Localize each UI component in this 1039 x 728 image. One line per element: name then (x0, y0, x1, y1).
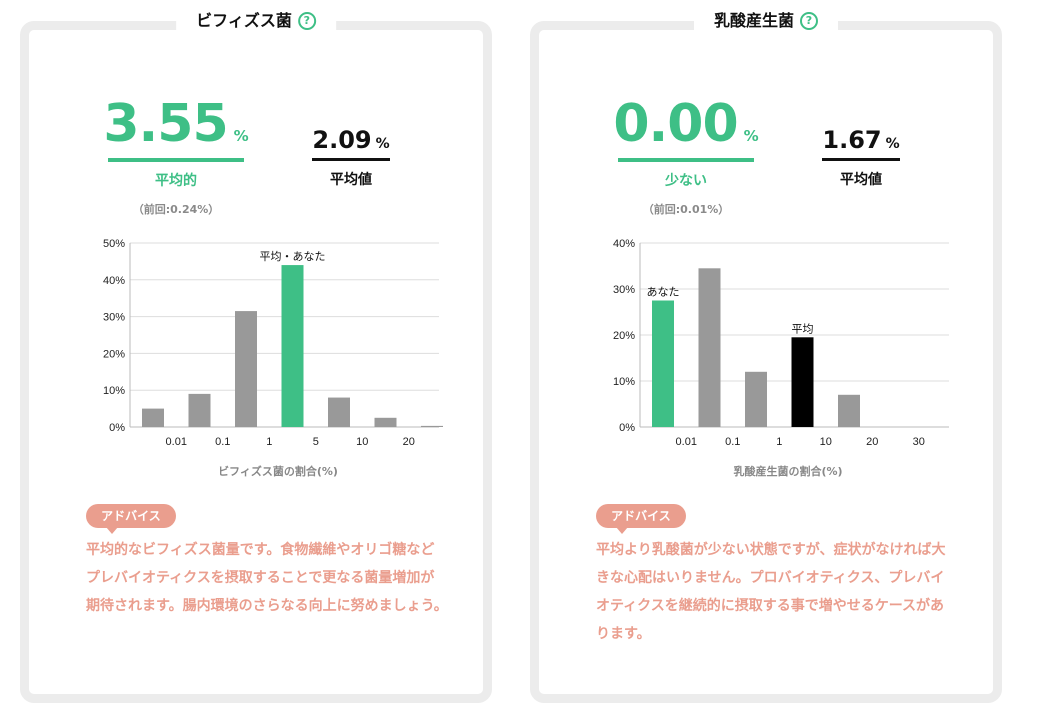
previous-value: （前回:0.24%） (132, 203, 220, 216)
y-tick-label: 0% (109, 422, 125, 434)
bar (235, 311, 257, 427)
your-value-unit: % (743, 127, 759, 145)
y-tick-label: 20% (613, 330, 635, 342)
average-label: 平均値 (330, 172, 372, 188)
x-axis-title: ビフィズス菌の割合(%) (218, 464, 338, 478)
bar (791, 337, 814, 427)
y-tick-label: 30% (613, 284, 635, 296)
help-icon[interactable]: ? (297, 12, 316, 30)
x-axis-title: 乳酸産生菌の割合(%) (733, 464, 842, 478)
x-tick-label: 20 (403, 436, 415, 448)
y-tick-label: 0% (619, 422, 635, 434)
bar-annotation: 平均 (792, 322, 814, 335)
bar (142, 408, 164, 427)
advice-badge: アドバイス (596, 504, 686, 534)
y-tick-label: 50% (103, 238, 125, 250)
average-value-unit: % (375, 136, 390, 152)
x-tick-label: 1 (776, 436, 782, 448)
bar (421, 425, 443, 427)
x-tick-label: 30 (913, 436, 925, 448)
status-label: 平均的 (155, 173, 197, 189)
card-title-text: ビフィズス菌 (196, 11, 292, 30)
bar (328, 397, 350, 427)
x-tick-label: 0.1 (725, 436, 740, 448)
help-icon[interactable]: ? (800, 12, 819, 30)
bar (281, 265, 304, 427)
status-label: 少ない (665, 173, 707, 189)
bar (698, 268, 721, 427)
card-title: 乳酸産生菌 ? (693, 8, 839, 34)
average-value-unit: % (885, 136, 900, 152)
average-value: 1.67 % 平均値 (822, 124, 900, 189)
bar (652, 300, 674, 427)
your-value: 3.55 % 平均的 (103, 92, 248, 190)
bar (188, 393, 211, 427)
bar (838, 394, 860, 427)
bar (374, 417, 397, 427)
advice-badge: アドバイス (86, 504, 176, 534)
your-value: 0.00 % 少ない (613, 92, 758, 190)
bar-annotation: 平均・あなた (260, 250, 326, 263)
y-tick-label: 40% (613, 238, 635, 250)
lactic-acid-card: 乳酸産生菌 ? 0.00 % 少ない （前回:0.01%） 1.67 % 平均値… (530, 8, 1002, 703)
average-value: 2.09 % 平均値 (312, 124, 390, 189)
card-title-text: 乳酸産生菌 (713, 11, 795, 30)
your-value-number: 0.00 (613, 94, 738, 154)
average-value-number: 1.67 (822, 126, 882, 154)
previous-value: （前回:0.01%） (642, 203, 730, 216)
x-tick-label: 10 (820, 436, 832, 448)
card-title: ビフィズス菌 ? (176, 8, 336, 34)
x-tick-label: 0.01 (166, 436, 187, 448)
advice-text: 平均的なビフィズス菌量です。食物繊維やオリゴ糖などプレバイオティクスを摂取するこ… (86, 542, 448, 614)
x-tick-label: 0.1 (215, 436, 230, 448)
y-tick-label: 10% (613, 376, 635, 388)
x-tick-label: 1 (266, 436, 272, 448)
your-value-number: 3.55 (103, 94, 228, 154)
y-tick-label: 40% (103, 275, 125, 287)
bifidobacteria-card: ビフィズス菌 ? 3.55 % 平均的 （前回:0.24%） 2.09 % 平均… (20, 8, 492, 703)
y-tick-label: 10% (103, 385, 125, 397)
x-tick-label: 20 (866, 436, 878, 448)
average-value-number: 2.09 (312, 126, 372, 154)
distribution-chart: 0% 10% 20% 30% 40% 50% 平均・あなた 0.01 0.1 1 5 10 20 ビフィズ… (103, 238, 443, 478)
x-tick-label: 10 (356, 436, 368, 448)
your-value-unit: % (233, 127, 249, 145)
x-tick-label: 0.01 (676, 436, 697, 448)
y-tick-label: 30% (103, 312, 125, 324)
bar-annotation: あなた (647, 286, 680, 299)
advice-text: 平均より乳酸菌が少ない状態ですが、症状がなければ大きな心配はいりません。プロバイ… (596, 542, 946, 642)
average-label: 平均値 (840, 172, 882, 188)
x-tick-label: 5 (313, 436, 319, 448)
y-tick-label: 20% (103, 348, 125, 360)
bar (745, 371, 767, 427)
